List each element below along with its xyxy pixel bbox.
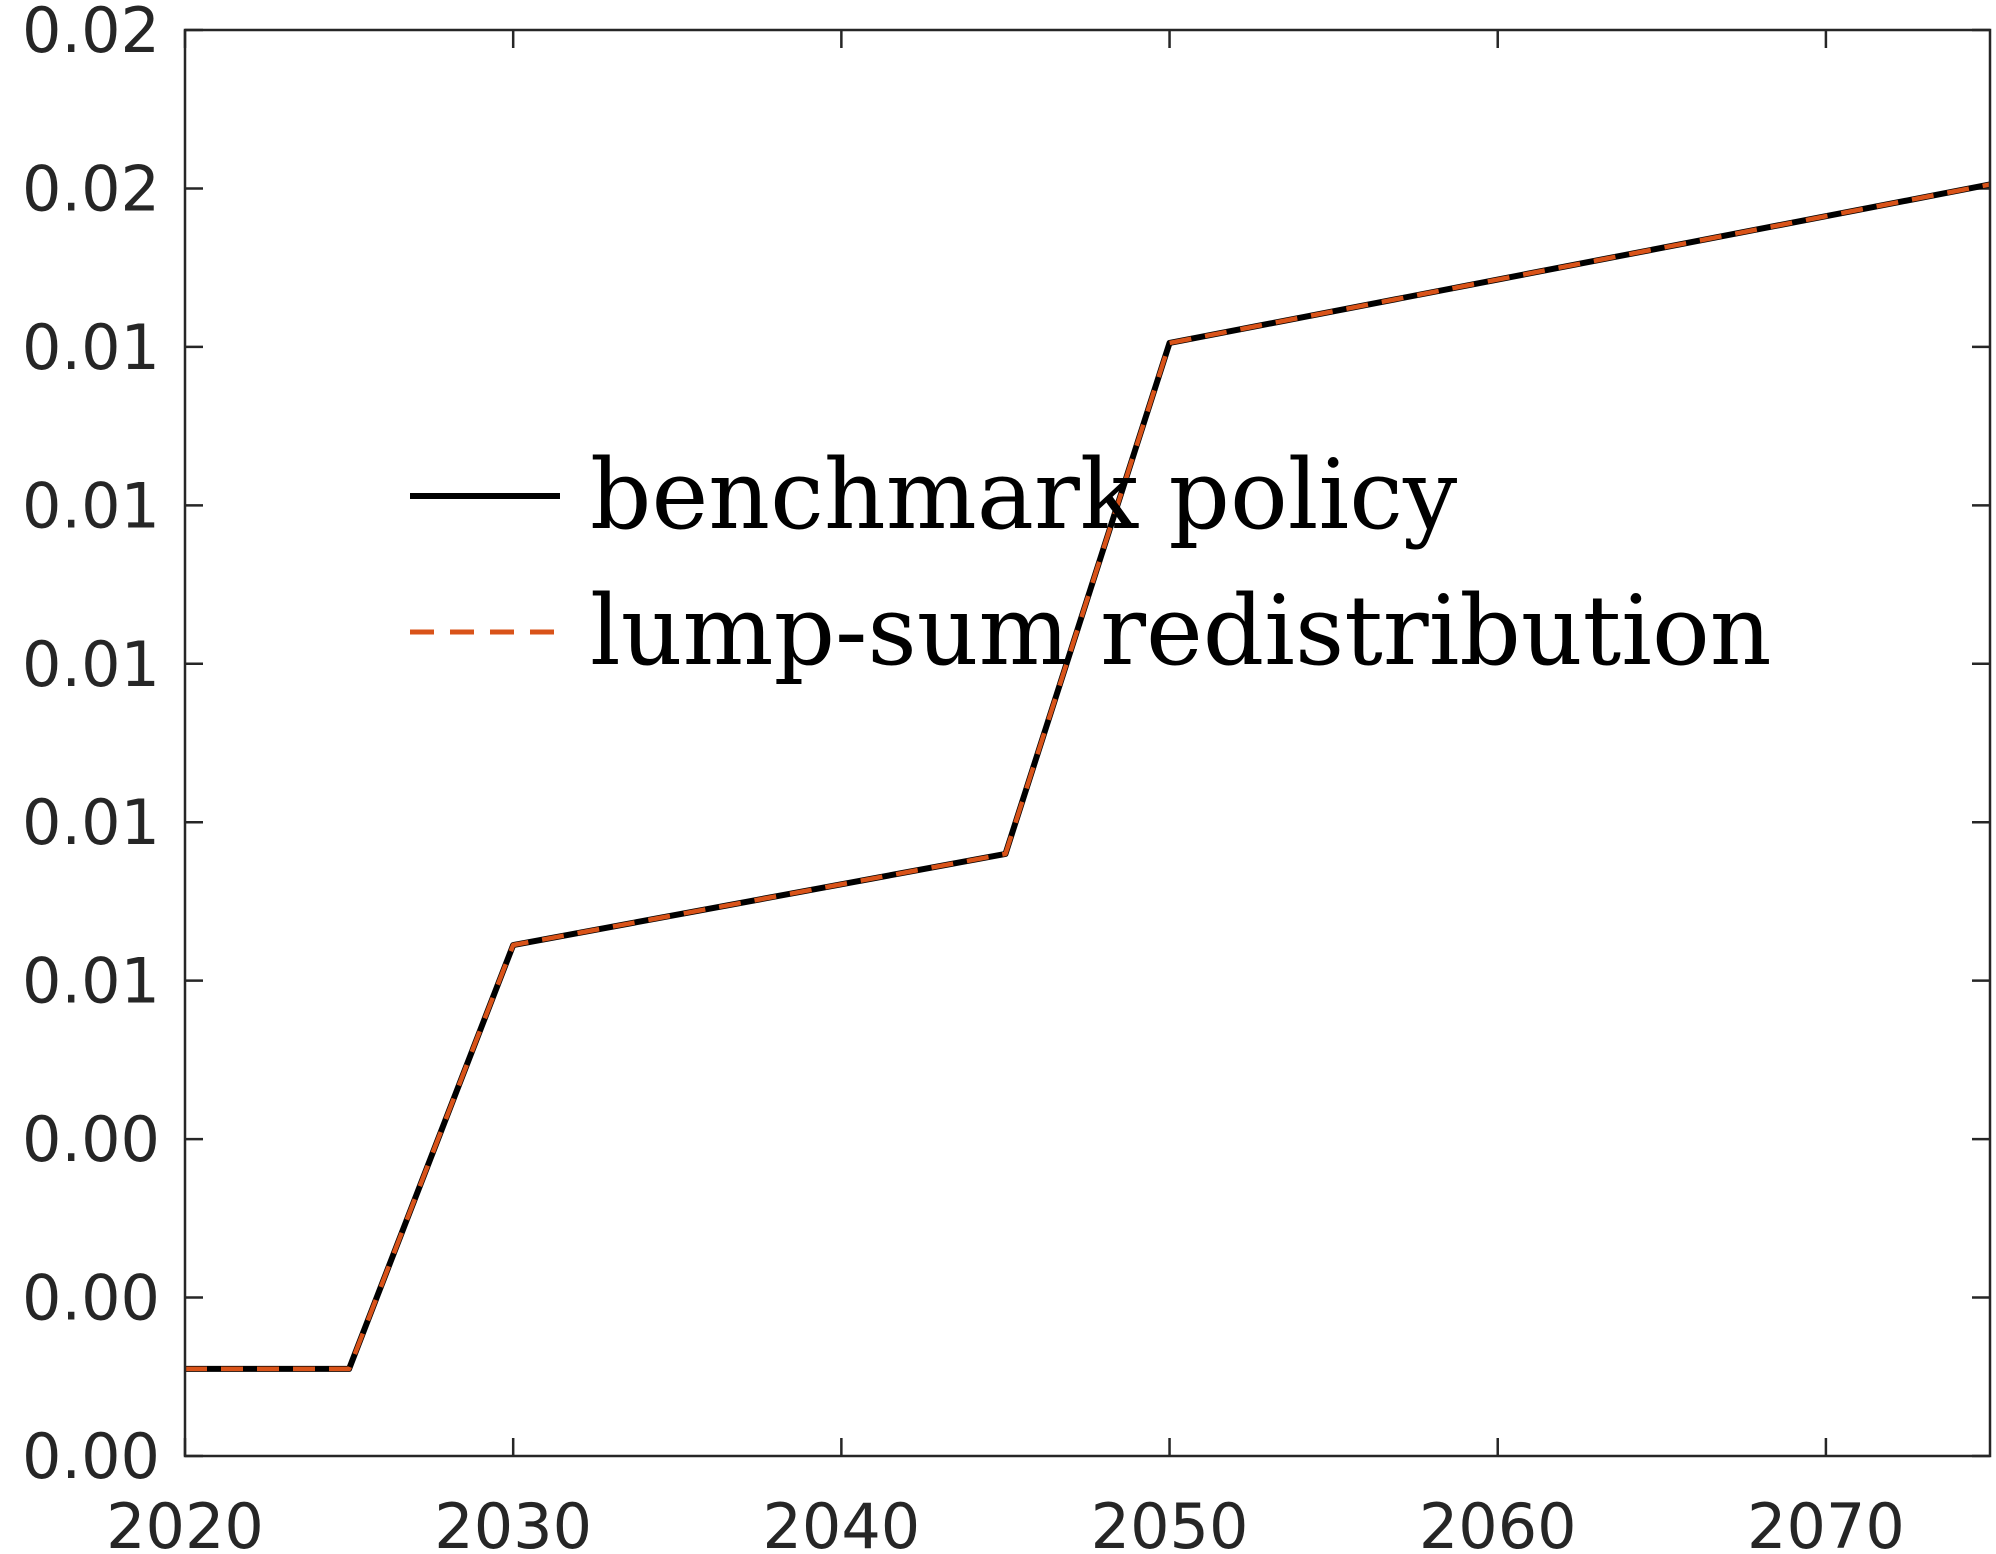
legend-label-lump-sum-redistribution: lump-sum redistribution: [590, 575, 1772, 687]
legend-label-benchmark-policy: benchmark policy: [590, 439, 1457, 551]
plot-frame: [183, 28, 1992, 1458]
x-tick-label-2030: 2030: [434, 1490, 592, 1554]
y-tick-label-5: 0.01: [22, 628, 160, 701]
y-tick-label-1: 0.00: [22, 1262, 160, 1335]
y-tick-label-3: 0.01: [22, 945, 160, 1018]
x-tick-label-2070: 2070: [1747, 1490, 1905, 1554]
frame-layer: [183, 28, 1992, 1458]
legend: benchmark policy lump-sum redistribution: [410, 439, 1772, 687]
series-layer: [185, 181, 1991, 1372]
y-tick-label-8: 0.02: [22, 152, 160, 225]
y-tick-label-0: 0.00: [22, 1420, 160, 1493]
y-tick-label-9: 0.02: [22, 0, 160, 67]
x-tick-label-2060: 2060: [1419, 1490, 1577, 1554]
x-tick-label-2040: 2040: [762, 1490, 920, 1554]
y-tick-label-4: 0.01: [22, 786, 160, 859]
series-line-lump-sum-redistribution: [185, 182, 1991, 1372]
axes-layer: 2020 2030 2040 2050 2060 2070 0.00 0.00 0.00 0.01…: [22, 0, 1990, 1554]
y-tick-label-6: 0.01: [22, 469, 160, 542]
y-tick-label-7: 0.01: [22, 311, 160, 384]
x-tick-label-2020: 2020: [106, 1490, 264, 1554]
y-tick-label-2: 0.00: [22, 1103, 160, 1176]
series-line-benchmark-policy: [185, 181, 1991, 1372]
x-tick-label-2050: 2050: [1091, 1490, 1249, 1554]
